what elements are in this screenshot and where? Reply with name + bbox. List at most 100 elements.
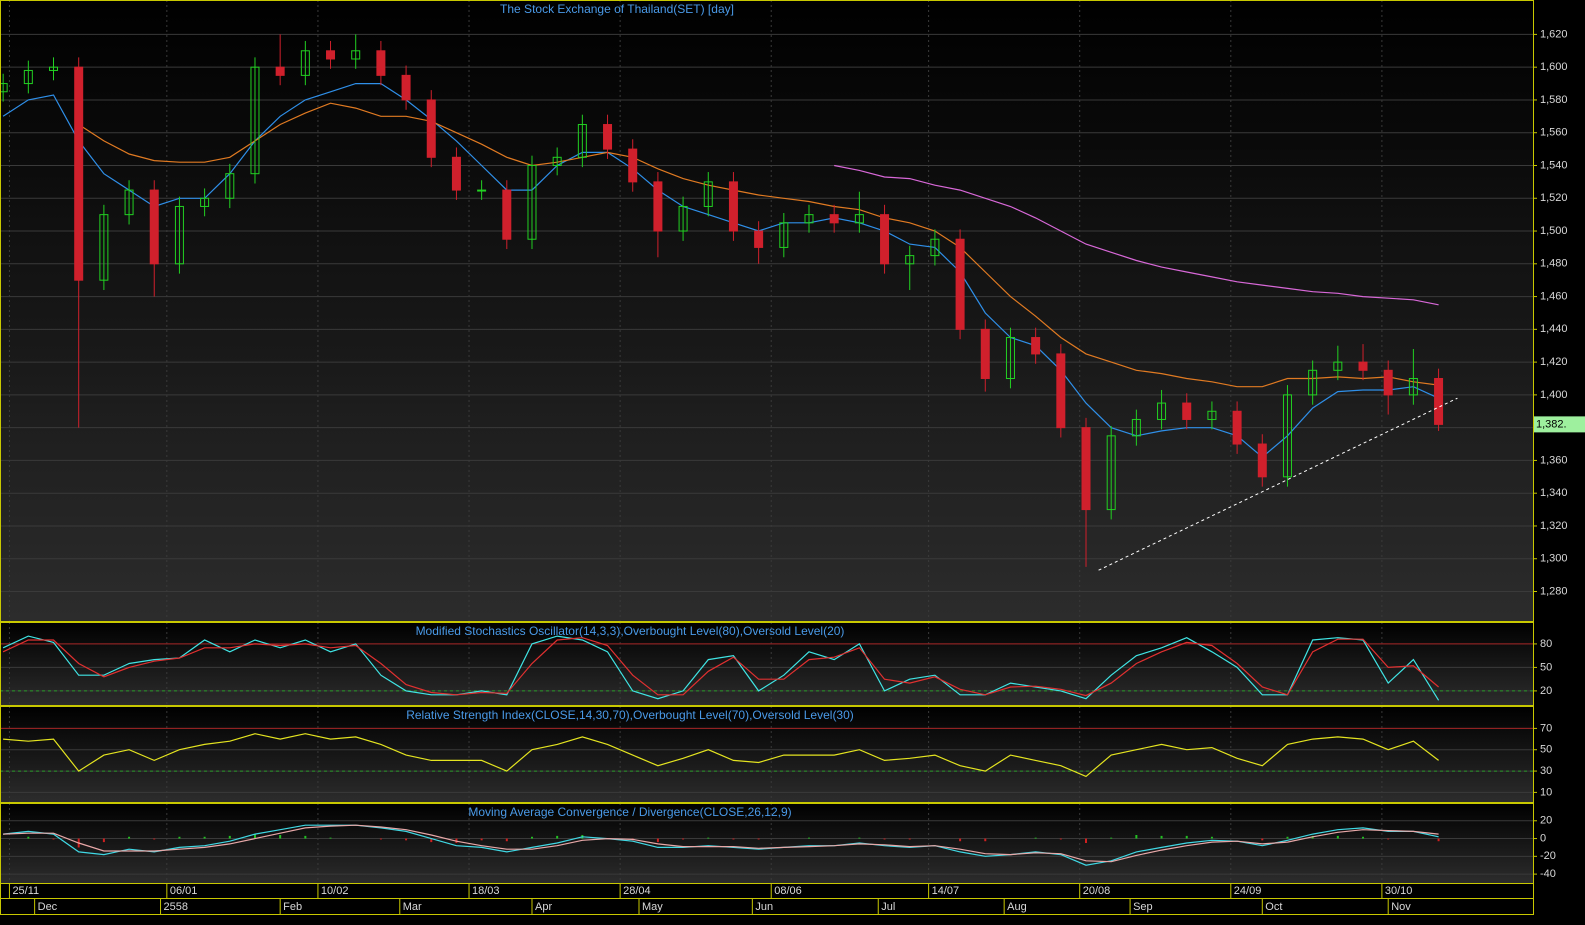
trendline [1098, 397, 1458, 571]
y-tick-label: 20 [1540, 815, 1552, 827]
candle-body [1157, 402, 1167, 420]
candle-body [477, 189, 487, 192]
x-tick-label: 20/08 [1083, 885, 1111, 897]
candle-body [552, 156, 562, 166]
candle-body [99, 214, 109, 281]
y-tick-label: 1,620 [1540, 28, 1568, 40]
candle-body [1383, 369, 1393, 396]
panel-background [0, 0, 1533, 621]
month-label: Apr [535, 901, 552, 913]
month-label: Nov [1391, 901, 1411, 913]
candle-body [1358, 361, 1368, 371]
candle-body [628, 148, 638, 183]
month-label: Jul [881, 901, 895, 913]
candle-body [124, 189, 134, 216]
candle-body [200, 197, 210, 207]
y-tick-label: 1,500 [1540, 225, 1568, 237]
panel-border [0, 622, 1534, 706]
candle-body [300, 50, 310, 76]
y-tick-label: 10 [1540, 786, 1552, 798]
y-tick-label: 70 [1540, 722, 1552, 734]
panel-border [0, 0, 1534, 622]
y-tick-label: 1,300 [1540, 553, 1568, 565]
indicator-line [2, 637, 1439, 697]
candle-body [1207, 410, 1217, 420]
candle-body [980, 328, 990, 379]
candle-body [955, 238, 965, 330]
candle-body [174, 205, 184, 265]
candle-body [930, 238, 940, 257]
x-tick-label: 18/03 [472, 885, 500, 897]
y-tick-label: 50 [1540, 661, 1552, 673]
panel-title: Modified Stochastics Oscillator(14,3,3),… [416, 624, 845, 638]
y-tick-label: -40 [1540, 868, 1556, 880]
candle-body [779, 222, 789, 248]
y-tick-label: 1,540 [1540, 159, 1568, 171]
moving-average [78, 102, 1439, 388]
y-tick-label: 1,520 [1540, 192, 1568, 204]
y-tick-label: 1,460 [1540, 290, 1568, 302]
candle-body [1434, 377, 1444, 425]
candle-body [728, 181, 738, 232]
moving-average [2, 83, 1439, 458]
panel-title: Relative Strength Index(CLOSE,14,30,70),… [406, 708, 854, 722]
candle-body [1005, 337, 1015, 379]
candle-body [678, 205, 688, 232]
y-tick-label: 1,580 [1540, 94, 1568, 106]
candle-body [1131, 418, 1141, 437]
month-label: Oct [1265, 901, 1282, 913]
month-label: 2558 [164, 901, 188, 913]
candle-body [754, 230, 764, 248]
candle-body [577, 124, 587, 158]
x-tick-label: 24/09 [1234, 885, 1262, 897]
panel-title: Moving Average Convergence / Divergence(… [468, 805, 791, 819]
candle-body [250, 66, 260, 175]
candle-body [804, 214, 814, 224]
last-price-label: 1,382. [1536, 418, 1567, 430]
month-label: Sep [1133, 901, 1153, 913]
y-tick-label: 1,560 [1540, 127, 1568, 139]
y-tick-label: 20 [1540, 685, 1552, 697]
candle-body [376, 50, 386, 76]
candle-body [880, 214, 890, 265]
candle-body [0, 83, 8, 93]
x-tick-label: 08/06 [774, 885, 802, 897]
candle-body [1182, 402, 1192, 420]
y-tick-label: 1,400 [1540, 389, 1568, 401]
candle-body [74, 66, 84, 281]
month-label: Feb [283, 901, 302, 913]
month-label: Dec [38, 901, 58, 913]
panel-title: The Stock Exchange of Thailand(SET) [day… [500, 2, 734, 16]
x-tick-label: 30/10 [1385, 885, 1413, 897]
y-tick-label: 1,360 [1540, 454, 1568, 466]
candle-body [351, 50, 361, 60]
indicator-line [3, 824, 1439, 863]
candle-body [23, 69, 33, 85]
last-price-box [1533, 416, 1585, 433]
candle-body [275, 66, 285, 76]
candle-body [905, 255, 915, 265]
candle-body [1408, 377, 1418, 396]
candle-body [1106, 435, 1116, 511]
candle-body [149, 189, 159, 265]
y-tick-label: 1,600 [1540, 61, 1568, 73]
y-tick-label: 1,320 [1540, 520, 1568, 532]
panel-background [0, 706, 1533, 802]
y-tick-label: 30 [1540, 765, 1552, 777]
candle-body [653, 181, 663, 232]
panel-border [0, 706, 1534, 803]
candle-body [1056, 353, 1066, 429]
candle-body [225, 173, 235, 199]
candle-body [1282, 394, 1292, 478]
candle-body [829, 214, 839, 224]
x-tick-label: 25/11 [12, 885, 39, 897]
month-label: Mar [403, 901, 422, 913]
candle-body [1333, 361, 1343, 371]
indicator-line [3, 733, 1439, 778]
y-tick-label: 1,480 [1540, 258, 1568, 270]
x-tick-label: 28/04 [623, 885, 651, 897]
y-tick-label: 80 [1540, 638, 1552, 650]
month-label: Jun [755, 901, 773, 913]
y-tick-label: 0 [1540, 832, 1546, 844]
